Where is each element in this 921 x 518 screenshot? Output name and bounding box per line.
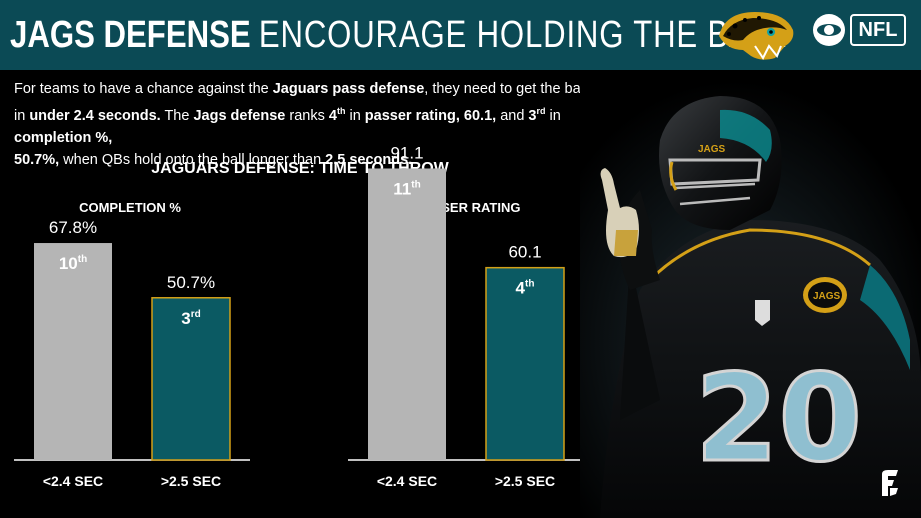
- bar-charts: 67.8% 10th <2.4 SEC 50.7% 3rd >2.5 SEC 91.1 11t…: [14, 143, 584, 489]
- x-tick-label: >2.5 SEC: [161, 473, 221, 489]
- jaguar-head-icon: [719, 12, 794, 60]
- title-rest: ENCOURAGE HOLDING THE BALL: [258, 14, 787, 56]
- bar: [34, 243, 112, 460]
- cbs-eye-icon: [813, 14, 845, 46]
- bar-value-label: 50.7%: [167, 273, 215, 292]
- helmet-text: JAGS: [698, 144, 726, 155]
- x-tick-label: <2.4 SEC: [43, 473, 103, 489]
- title-bold: JAGS DEFENSE: [10, 14, 251, 56]
- bar: [151, 297, 231, 461]
- jersey-number: 20: [695, 350, 862, 489]
- chest-logo-text: JAGS: [813, 291, 841, 302]
- x-tick-label: >2.5 SEC: [495, 473, 555, 489]
- bar-value-label: 67.8%: [49, 218, 97, 237]
- bar-value-label: 60.1: [508, 243, 541, 262]
- bar-value-label: 91.1: [390, 143, 423, 162]
- x-tick-label: <2.4 SEC: [377, 473, 437, 489]
- bar-rank-label: 4th: [516, 279, 535, 298]
- completion-chart-title: COMPLETION %: [79, 200, 181, 215]
- bar: [368, 168, 446, 461]
- bar-rank-label: 10th: [59, 254, 87, 273]
- player-photo: JAGS 20 JAGS: [580, 80, 921, 518]
- nfl-logo: NFL: [850, 14, 906, 46]
- bar: [485, 266, 565, 461]
- page-title: JAGS DEFENSE ENCOURAGE HOLDING THE BALL: [10, 14, 787, 56]
- header-bar: JAGS DEFENSE ENCOURAGE HOLDING THE BALL N…: [0, 0, 921, 70]
- bar-rank-label: 11th: [393, 179, 420, 198]
- intro-text: For teams to have a chance against the J…: [14, 81, 612, 168]
- bar-rank-label: 3rd: [181, 309, 200, 328]
- pff-icon: [882, 470, 898, 496]
